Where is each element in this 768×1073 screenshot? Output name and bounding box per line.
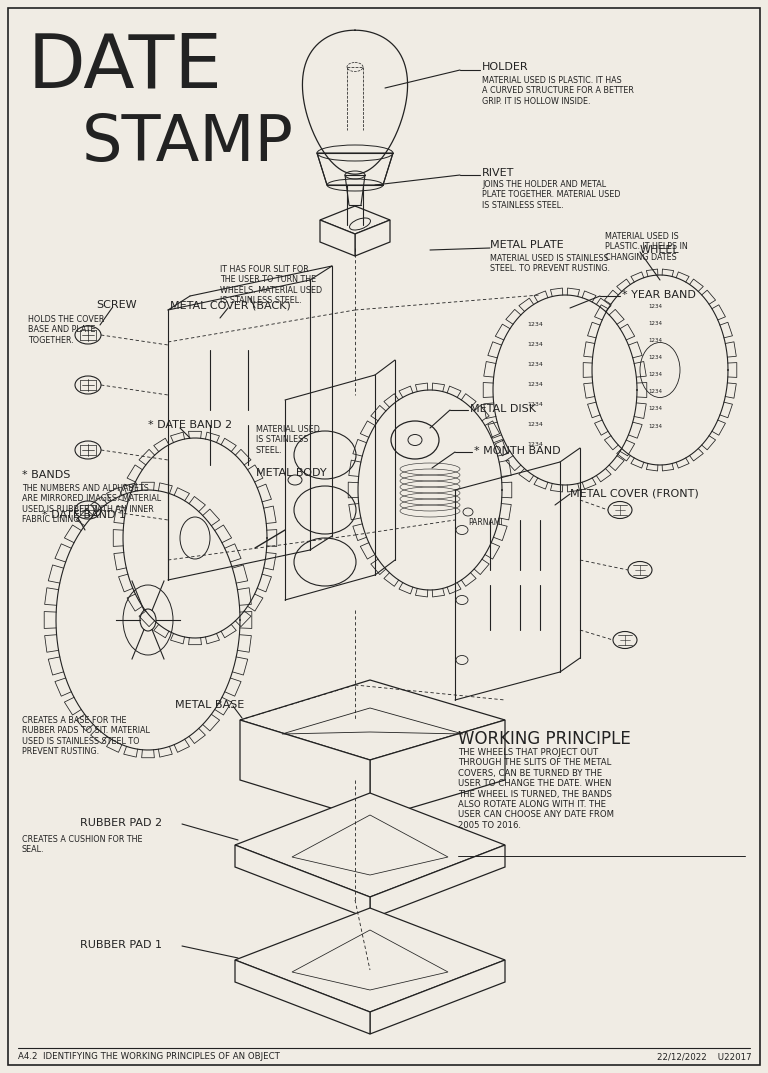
Text: * DATE BAND 2: * DATE BAND 2 — [148, 420, 232, 430]
Text: METAL COVER (BACK): METAL COVER (BACK) — [170, 300, 291, 310]
Text: 1234: 1234 — [527, 402, 543, 408]
Text: 1234: 1234 — [527, 382, 543, 387]
Text: WHEEL: WHEEL — [640, 245, 680, 255]
Text: 1234: 1234 — [648, 304, 662, 309]
Polygon shape — [235, 846, 370, 918]
Text: 1234: 1234 — [648, 372, 662, 377]
Text: 1234: 1234 — [527, 363, 543, 367]
Text: IT HAS FOUR SLIT FOR
THE USER TO TURN THE
WHEELS. MATERIAL USED
IS STAINLESS STE: IT HAS FOUR SLIT FOR THE USER TO TURN TH… — [220, 265, 322, 305]
Polygon shape — [370, 960, 505, 1034]
Text: * BANDS: * BANDS — [22, 470, 71, 480]
Text: 1234: 1234 — [648, 321, 662, 325]
Text: JOINS THE HOLDER AND METAL
PLATE TOGETHER. MATERIAL USED
IS STAINLESS STEEL.: JOINS THE HOLDER AND METAL PLATE TOGETHE… — [482, 180, 621, 210]
Text: WORKING PRINCIPLE: WORKING PRINCIPLE — [458, 730, 631, 748]
Text: THE NUMBERS AND ALPHABETS
ARE MIRRORED IMAGES. MATERIAL
USED IS RUBBER WITH AN I: THE NUMBERS AND ALPHABETS ARE MIRRORED I… — [22, 484, 161, 525]
Polygon shape — [370, 846, 505, 918]
Text: RUBBER PAD 1: RUBBER PAD 1 — [80, 940, 162, 950]
Text: RIVET: RIVET — [482, 168, 515, 178]
Text: STAMP: STAMP — [82, 112, 294, 174]
Text: METAL PLATE: METAL PLATE — [490, 240, 564, 250]
Text: METAL BODY: METAL BODY — [256, 468, 326, 477]
Text: HOLDER: HOLDER — [482, 62, 528, 72]
Text: CREATES A CUSHION FOR THE
SEAL.: CREATES A CUSHION FOR THE SEAL. — [22, 835, 143, 854]
Text: MATERIAL USED IS PLASTIC. IT HAS
A CURVED STRUCTURE FOR A BETTER
GRIP. IT IS HOL: MATERIAL USED IS PLASTIC. IT HAS A CURVE… — [482, 76, 634, 106]
Text: 22/12/2022    U22017: 22/12/2022 U22017 — [657, 1052, 752, 1061]
Polygon shape — [240, 720, 370, 820]
Text: METAL BASE: METAL BASE — [175, 700, 244, 710]
Text: CREATES A BASE FOR THE
RUBBER PADS TO SIT. MATERIAL
USED IS STAINLESS STEEL TO
P: CREATES A BASE FOR THE RUBBER PADS TO SI… — [22, 716, 150, 756]
Text: HOLDS THE COVER
BASE AND PLATE
TOGETHER.: HOLDS THE COVER BASE AND PLATE TOGETHER. — [28, 315, 104, 344]
Text: 1234: 1234 — [527, 423, 543, 427]
Text: RUBBER PAD 2: RUBBER PAD 2 — [80, 818, 162, 828]
Text: 1234: 1234 — [648, 355, 662, 359]
Text: 1234: 1234 — [648, 389, 662, 394]
Text: MATERIAL USED IS
PLASTIC. IT HELPS IN
CHANGING DATES: MATERIAL USED IS PLASTIC. IT HELPS IN CH… — [605, 232, 688, 262]
Text: 1234: 1234 — [527, 323, 543, 327]
Text: DATE: DATE — [28, 30, 223, 103]
Polygon shape — [370, 720, 505, 820]
Text: MATERIAL USED
IS STAINLESS
STEEL.: MATERIAL USED IS STAINLESS STEEL. — [256, 425, 320, 455]
Polygon shape — [235, 908, 505, 1012]
Text: 1234: 1234 — [648, 338, 662, 342]
Text: METAL DISK: METAL DISK — [470, 405, 536, 414]
Polygon shape — [235, 960, 370, 1034]
Text: A4.2  IDENTIFYING THE WORKING PRINCIPLES OF AN OBJECT: A4.2 IDENTIFYING THE WORKING PRINCIPLES … — [18, 1052, 280, 1061]
Text: THE WHEELS THAT PROJECT OUT
THROUGH THE SLITS OF THE METAL
COVERS, CAN BE TURNED: THE WHEELS THAT PROJECT OUT THROUGH THE … — [458, 748, 614, 829]
Text: * DATE BAND 1: * DATE BAND 1 — [42, 510, 126, 520]
Text: * YEAR BAND: * YEAR BAND — [622, 290, 696, 300]
Text: MATERIAL USED IS STAINLESS
STEEL. TO PREVENT RUSTING.: MATERIAL USED IS STAINLESS STEEL. TO PRE… — [490, 254, 610, 274]
Text: 1234: 1234 — [527, 342, 543, 348]
Text: SCREW: SCREW — [96, 300, 137, 310]
Text: PARNAMI: PARNAMI — [468, 518, 502, 527]
Text: 1234: 1234 — [527, 442, 543, 447]
Polygon shape — [317, 153, 393, 185]
Polygon shape — [320, 206, 390, 234]
Polygon shape — [355, 220, 390, 256]
Text: METAL COVER (FRONT): METAL COVER (FRONT) — [570, 488, 699, 498]
Polygon shape — [240, 680, 505, 760]
Text: 1234: 1234 — [648, 424, 662, 428]
Text: 1234: 1234 — [648, 407, 662, 411]
Text: * MONTH BAND: * MONTH BAND — [474, 446, 561, 456]
Polygon shape — [235, 793, 505, 897]
Polygon shape — [320, 220, 355, 256]
